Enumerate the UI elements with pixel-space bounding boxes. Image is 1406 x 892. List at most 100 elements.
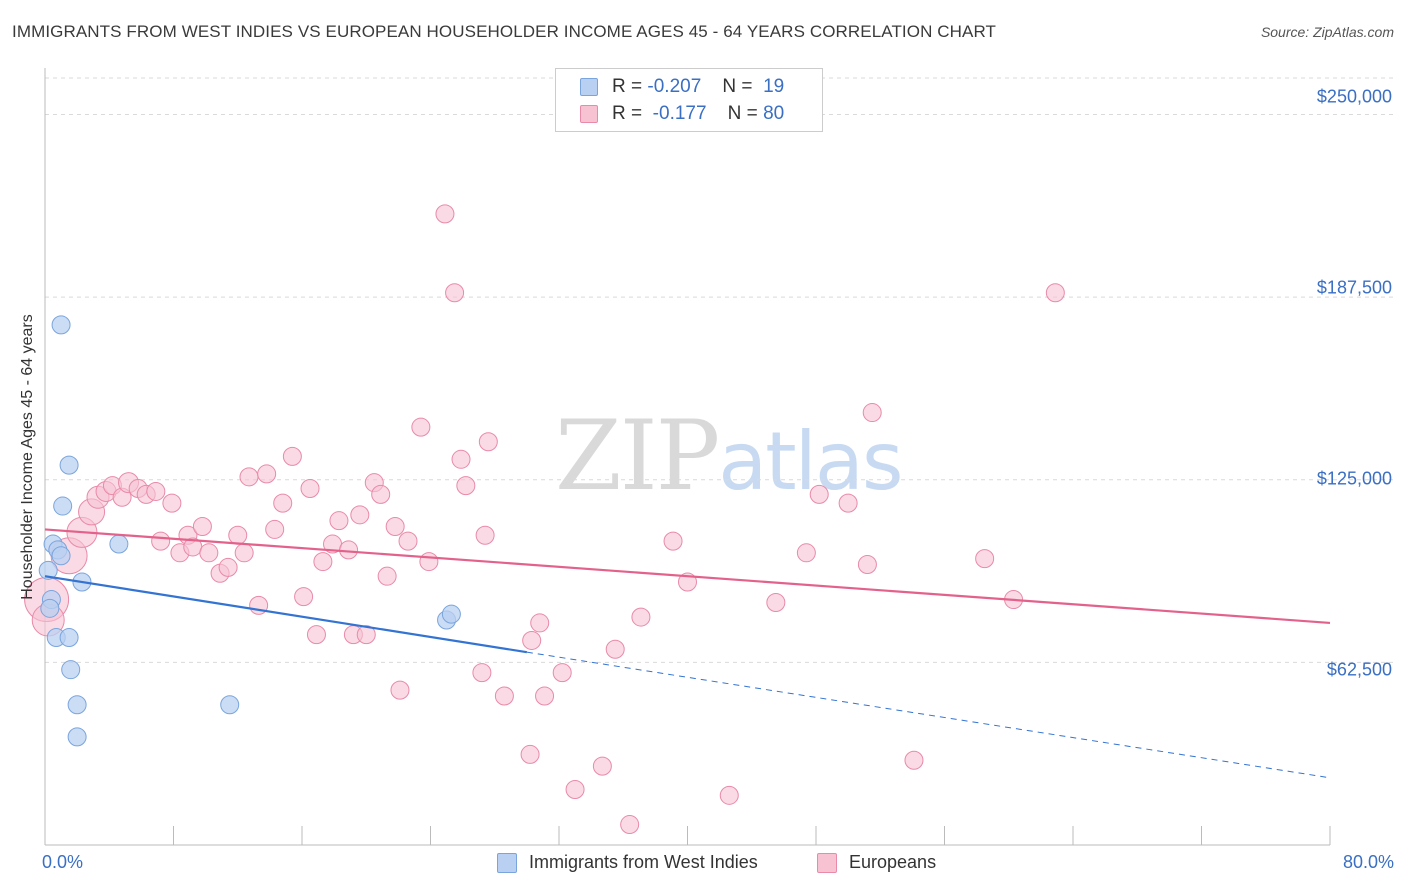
europeans-point — [146, 481, 166, 501]
west-indies-point — [220, 695, 240, 715]
europeans-point — [239, 467, 259, 487]
legend-row-europeans: R = -0.177 N = 80 — [580, 102, 784, 126]
legend: R = -0.207 N = 19 R = -0.177 N = 80 — [555, 68, 823, 132]
europeans-point — [719, 785, 739, 805]
y-tick-label: $125,000 — [1316, 468, 1392, 489]
west-indies-point — [38, 560, 58, 580]
europeans-point — [385, 517, 405, 537]
europeans-trend-line — [44, 528, 1331, 625]
europeans-point — [522, 630, 542, 650]
west-indies-point — [59, 628, 79, 648]
y-tick-label: $250,000 — [1316, 86, 1392, 107]
europeans-point — [435, 204, 455, 224]
europeans-point — [904, 750, 924, 770]
europeans-point — [451, 449, 471, 469]
europeans-point — [265, 519, 285, 539]
europeans-point — [862, 403, 882, 423]
gridlines — [45, 77, 1395, 663]
europeans-point — [371, 484, 391, 504]
west-indies-point — [53, 496, 73, 516]
watermark-zip: ZIP — [555, 400, 720, 512]
europeans-point — [766, 592, 786, 612]
europeans-point — [796, 543, 816, 563]
legend-n-value: 19 — [763, 76, 785, 97]
europeans-point — [520, 744, 540, 764]
legend-r-value: -0.207 — [647, 76, 702, 97]
bottom-legend-west-indies: Immigrants from West Indies — [497, 852, 758, 873]
europeans-point — [218, 557, 238, 577]
legend-r-value: -0.177 — [652, 103, 707, 124]
y-axis-label: Householder Income Ages 45 - 64 years — [19, 314, 36, 600]
west-indies-point — [51, 546, 71, 566]
chart-title: IMMIGRANTS FROM WEST INDIES VS EUROPEAN … — [12, 22, 997, 41]
west-indies-point — [109, 534, 129, 554]
legend-n-label: N = — [727, 103, 758, 124]
europeans-point — [605, 639, 625, 659]
watermark: ZIPatlas — [555, 400, 904, 512]
west-indies-point — [40, 598, 60, 618]
europeans-point — [663, 531, 683, 551]
europeans-point — [294, 587, 314, 607]
bottom-legend-europeans: Europeans — [817, 852, 936, 873]
legend-r-label: R = — [612, 76, 643, 97]
bottom-legend-label: Europeans — [849, 852, 937, 872]
legend-r-label: R = — [612, 103, 643, 124]
europeans-point — [306, 625, 326, 645]
europeans-point — [1045, 283, 1065, 303]
legend-n-label: N = — [722, 76, 753, 97]
source-credit: Source: ZipAtlas.com — [1260, 24, 1394, 40]
europeans-point — [565, 779, 585, 799]
west-indies-point — [441, 604, 461, 624]
europeans-point — [620, 815, 640, 835]
west-indies-point — [67, 727, 87, 747]
europeans-points — [24, 204, 1065, 835]
europeans-point — [838, 493, 858, 513]
west-indies-trend-extension — [526, 651, 1331, 779]
y-tick-label: $62,500 — [1326, 659, 1392, 680]
europeans-point — [411, 417, 431, 437]
bottom-legend-label: Immigrants from West Indies — [529, 852, 758, 872]
y-tick-label: $187,500 — [1316, 277, 1392, 298]
europeans-point — [300, 479, 320, 499]
bottom-legend-swatch-pink — [817, 852, 837, 873]
europeans-point — [313, 552, 333, 572]
europeans-point — [494, 686, 514, 706]
x-tick-label-start: 0.0% — [42, 852, 84, 872]
europeans-point — [530, 613, 550, 633]
europeans-point — [592, 756, 612, 776]
europeans-point — [552, 663, 572, 683]
europeans-point — [162, 493, 182, 513]
europeans-point — [398, 531, 418, 551]
europeans-point — [445, 283, 465, 303]
legend-n-value: 80 — [763, 103, 785, 124]
axes — [44, 68, 1331, 846]
europeans-point — [809, 484, 829, 504]
x-tick-label-end: 80.0% — [1342, 852, 1394, 872]
west-indies-points — [38, 315, 461, 747]
bottom-legend-swatch-blue — [497, 852, 517, 873]
legend-swatch-blue — [580, 78, 598, 96]
europeans-point — [228, 525, 248, 545]
west-indies-point — [59, 455, 79, 475]
west-indies-point — [61, 660, 81, 680]
west-indies-trend-line — [44, 575, 528, 654]
legend-row-west-indies: R = -0.207 N = 19 — [580, 75, 784, 99]
west-indies-point — [51, 315, 71, 335]
europeans-point — [975, 549, 995, 569]
europeans-point — [199, 543, 219, 563]
europeans-point — [273, 493, 293, 513]
europeans-point — [475, 525, 495, 545]
europeans-point — [350, 505, 370, 525]
europeans-point — [329, 511, 349, 531]
europeans-point — [631, 607, 651, 627]
europeans-point — [456, 476, 476, 496]
europeans-point — [377, 566, 397, 586]
europeans-point — [419, 552, 439, 572]
europeans-point — [257, 464, 277, 484]
europeans-point — [857, 554, 877, 574]
europeans-point — [390, 680, 410, 700]
trend-lines — [44, 528, 1331, 779]
europeans-point — [472, 663, 492, 683]
europeans-point — [234, 543, 254, 563]
